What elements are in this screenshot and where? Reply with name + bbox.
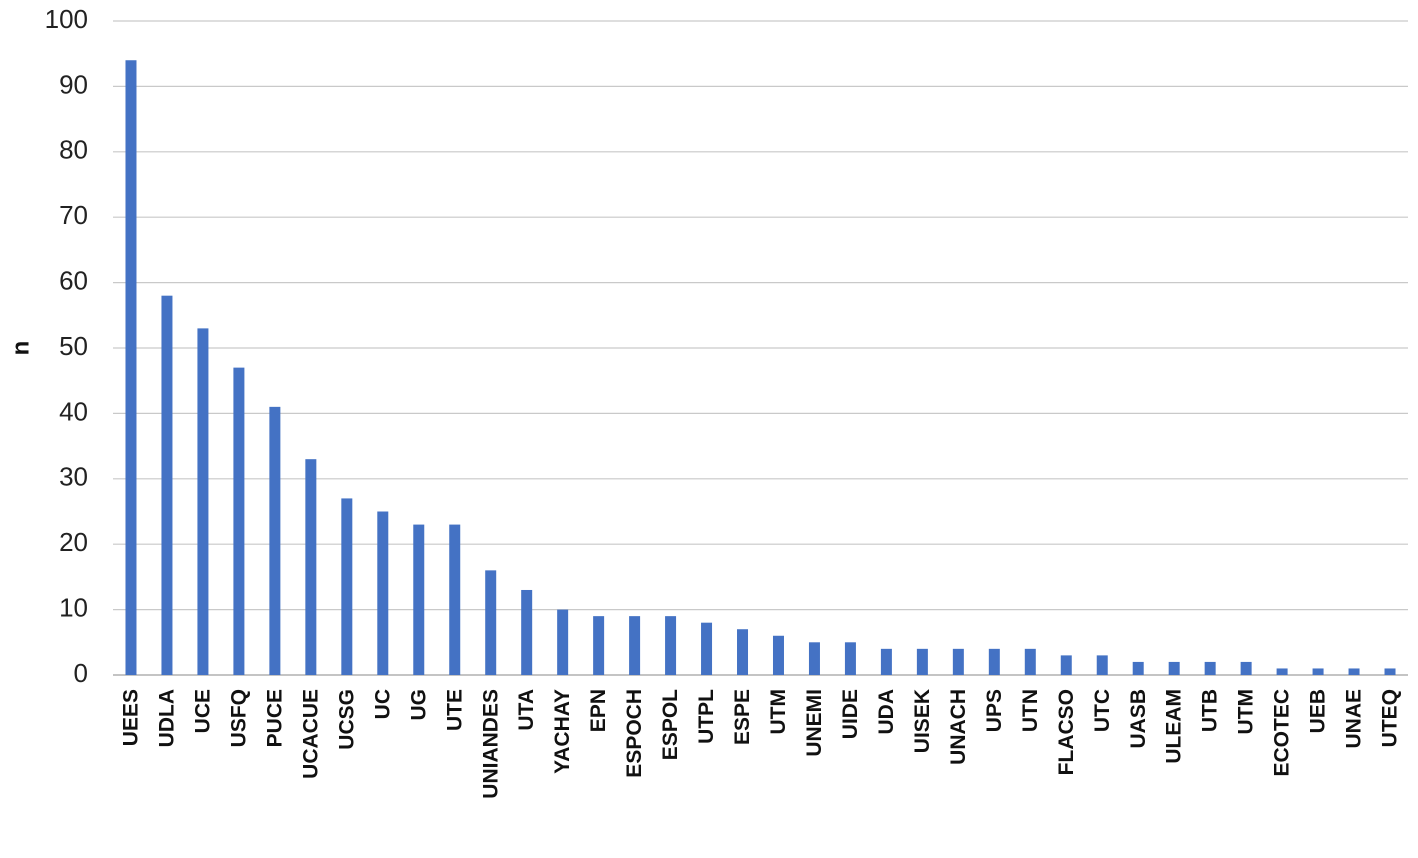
x-tick-label-uteq: UTEQ xyxy=(1379,689,1402,747)
bar-utm xyxy=(772,635,784,675)
bar-unach xyxy=(952,648,964,675)
bar-uc xyxy=(377,511,389,675)
y-tick-label: 30 xyxy=(59,462,88,492)
y-tick-label: 100 xyxy=(45,4,88,34)
x-tick-label-unae: UNAE xyxy=(1343,689,1366,749)
bar-ucsg xyxy=(341,498,353,675)
bar-utb xyxy=(1204,661,1216,675)
bar-epn xyxy=(593,616,605,675)
bar-udla xyxy=(161,295,173,675)
bar-espol xyxy=(665,616,677,675)
bar-flacso xyxy=(1060,655,1072,675)
bar-uce xyxy=(197,328,209,675)
bar-ueb xyxy=(1312,668,1324,675)
x-tick-label-puce: PUCE xyxy=(263,689,286,747)
x-tick-label-utn: UTN xyxy=(1019,689,1042,732)
x-tick-label-yachay: YACHAY xyxy=(551,689,574,774)
x-tick-label-uees: UEES xyxy=(120,689,143,746)
bar-ecotec xyxy=(1276,668,1288,675)
bar-uta xyxy=(521,589,533,675)
x-tick-label-uta: UTA xyxy=(515,689,538,731)
x-tick-label-uisek: UISEK xyxy=(911,689,934,753)
bar-utpl xyxy=(701,622,713,675)
x-tick-label-usfq: USFQ xyxy=(227,689,250,747)
bar-uniandes xyxy=(485,570,497,675)
x-tick-label-uleam: ULEAM xyxy=(1163,689,1186,764)
y-tick-label: 10 xyxy=(59,592,88,622)
x-tick-label-utpl: UTPL xyxy=(695,689,718,744)
x-tick-label-uasb: UASB xyxy=(1127,689,1150,749)
bar-utm xyxy=(1240,661,1252,675)
bar-uda xyxy=(880,648,892,675)
x-tick-label-utc: UTC xyxy=(1091,689,1114,732)
y-tick-label: 20 xyxy=(59,527,88,557)
x-tick-label-ug: UG xyxy=(407,689,430,721)
x-tick-label-ucsg: UCSG xyxy=(335,689,358,750)
y-tick-label: 80 xyxy=(59,135,88,165)
y-tick-label: 0 xyxy=(74,658,88,688)
bars xyxy=(125,60,1396,676)
x-tick-label-uide: UIDE xyxy=(839,689,862,739)
x-tick-label-flacso: FLACSO xyxy=(1055,689,1078,775)
bar-uees xyxy=(125,60,137,676)
bar-uisek xyxy=(916,648,928,675)
y-tick-label: 40 xyxy=(59,396,88,426)
y-axis-label: n xyxy=(7,341,34,356)
x-tick-label-uda: UDA xyxy=(875,689,898,735)
bar-ug xyxy=(413,524,425,675)
bar-espe xyxy=(737,629,749,675)
bar-utn xyxy=(1024,648,1036,675)
x-tick-label-espol: ESPOL xyxy=(659,689,682,760)
y-tick-label: 50 xyxy=(59,331,88,361)
bar-espoch xyxy=(629,616,641,675)
y-tick-label: 70 xyxy=(59,200,88,230)
bar-usfq xyxy=(233,367,245,675)
x-tick-label-utm: UTM xyxy=(1235,689,1258,735)
x-tick-label-ucacue: UCACUE xyxy=(299,689,322,779)
x-tick-label-uc: UC xyxy=(371,689,394,719)
x-tick-label-espoch: ESPOCH xyxy=(623,689,646,778)
bar-ucacue xyxy=(305,459,317,675)
x-tick-label-espe: ESPE xyxy=(731,689,754,745)
x-tick-label-ups: UPS xyxy=(983,689,1006,732)
x-tick-label-udla: UDLA xyxy=(156,689,179,747)
x-tick-label-uce: UCE xyxy=(191,689,214,733)
bar-unae xyxy=(1348,668,1360,675)
x-tick-label-epn: EPN xyxy=(587,689,610,732)
gridlines xyxy=(113,20,1408,676)
bar-uteq xyxy=(1384,668,1396,675)
bar-uasb xyxy=(1132,661,1144,675)
x-tick-label-uniandes: UNIANDES xyxy=(479,689,502,799)
bar-ups xyxy=(988,648,1000,675)
y-axis-ticks: 0 10 20 30 40 50 60 70 80 90 100 xyxy=(45,4,88,688)
y-tick-label: 90 xyxy=(59,69,88,99)
bar-yachay xyxy=(557,609,569,675)
y-tick-label: 60 xyxy=(59,265,88,295)
x-tick-label-ecotec: ECOTEC xyxy=(1271,689,1294,777)
x-tick-label-utb: UTB xyxy=(1199,689,1222,732)
bar-ute xyxy=(449,524,461,675)
bar-unemi xyxy=(808,642,820,675)
x-tick-label-unach: UNACH xyxy=(947,689,970,765)
bar-uleam xyxy=(1168,661,1180,675)
bar-utc xyxy=(1096,655,1108,675)
x-tick-label-ueb: UEB xyxy=(1307,689,1330,733)
bar-uide xyxy=(844,642,856,675)
x-tick-label-unemi: UNEMI xyxy=(803,689,826,757)
bar-puce xyxy=(269,406,281,675)
x-axis-labels: UEES UDLA UCE USFQ PUCE UCACUE UCSG UC UG UTE UNIA… xyxy=(120,689,1402,799)
x-tick-label-utm: UTM xyxy=(767,689,790,735)
x-tick-label-ute: UTE xyxy=(443,689,466,731)
